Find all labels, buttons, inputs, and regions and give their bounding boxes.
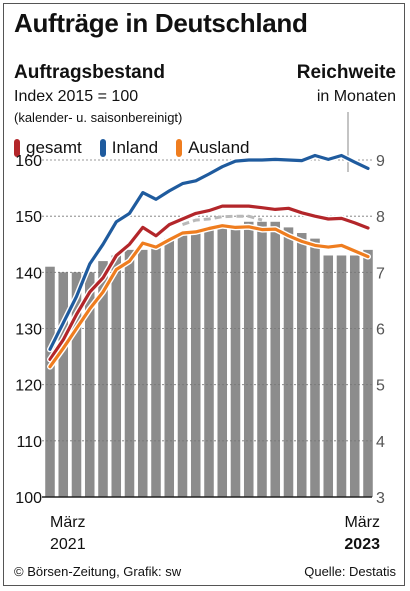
series-line-dashed (182, 214, 263, 227)
left-tick-label: 140 (15, 265, 42, 282)
bar-reichweite (257, 221, 267, 498)
legend-label-ausland: Ausland (188, 138, 250, 157)
right-tick-label: 3 (376, 490, 385, 507)
bar-reichweite (164, 238, 175, 497)
right-tick-label: 9 (376, 153, 385, 170)
left-tick-label: 150 (15, 209, 42, 226)
reichweite-subtitle: in Monaten (316, 88, 396, 105)
source-data: Quelle: Destatis (304, 564, 396, 579)
bar-reichweite (243, 221, 254, 498)
legend-label-inland: Inland (111, 138, 159, 157)
right-tick-label: 5 (376, 378, 385, 395)
bar-reichweite (230, 227, 241, 497)
series-line-gesamt (48, 204, 370, 361)
bar-reichweite (349, 255, 360, 497)
x-end-label: 2023 (344, 536, 380, 553)
adjustment-note: (kalender- u. saisonbereinigt) (14, 110, 183, 125)
legend-swatch-inland (99, 139, 106, 157)
series-line-ausland (48, 224, 370, 369)
source-credit: © Börsen-Zeitung, Grafik: sw (14, 564, 182, 579)
bar-reichweite (323, 255, 334, 497)
index-label: Index 2015 = 100 (14, 88, 139, 105)
x-start-label: 2021 (50, 536, 86, 553)
bar-reichweite (336, 255, 347, 497)
bar-reichweite (124, 249, 135, 497)
legend: gesamt Inland Ausland (14, 138, 250, 158)
legend-item-ausland: Ausland (176, 138, 250, 158)
bar-reichweite (151, 244, 161, 497)
right-tick-label: 8 (376, 209, 385, 226)
reichweite-title: Reichweite (296, 62, 396, 83)
bar-reichweite (98, 261, 108, 497)
legend-swatch-gesamt (14, 139, 20, 157)
right-tick-label: 6 (376, 322, 385, 339)
bar-reichweite (204, 227, 214, 497)
left-tick-label: 160 (15, 153, 42, 170)
legend-item-gesamt: gesamt (14, 138, 82, 158)
left-tick-label: 110 (16, 434, 42, 451)
legend-label-gesamt: gesamt (26, 138, 82, 157)
left-tick-label: 100 (15, 490, 42, 507)
left-tick-label: 120 (15, 378, 42, 395)
legend-item-inland: Inland (99, 138, 159, 158)
bar-reichweite (190, 233, 201, 497)
x-end-label: März (344, 514, 380, 531)
bar-reichweite (310, 238, 320, 497)
bar-reichweite (270, 221, 281, 498)
bar-reichweite (283, 227, 294, 497)
bar-reichweite (217, 227, 228, 497)
left-tick-label: 130 (15, 322, 42, 339)
bar-reichweite (45, 266, 55, 497)
bar-reichweite (363, 249, 373, 497)
bar-reichweite (71, 272, 82, 497)
chart-subtitle: Auftragsbestand (14, 62, 165, 83)
bar-reichweite (84, 272, 95, 497)
right-tick-label: 4 (376, 434, 385, 451)
legend-swatch-ausland (176, 139, 183, 157)
bar-reichweite (177, 233, 188, 497)
bar-reichweite (111, 255, 122, 497)
bar-reichweite (137, 249, 148, 497)
chart-title: Aufträge in Deutschland (14, 8, 308, 38)
chart-frame (3, 3, 405, 586)
x-start-label: März (50, 514, 86, 531)
right-tick-label: 7 (376, 265, 385, 282)
bar-reichweite (296, 233, 307, 497)
series-line-inland (48, 153, 370, 351)
